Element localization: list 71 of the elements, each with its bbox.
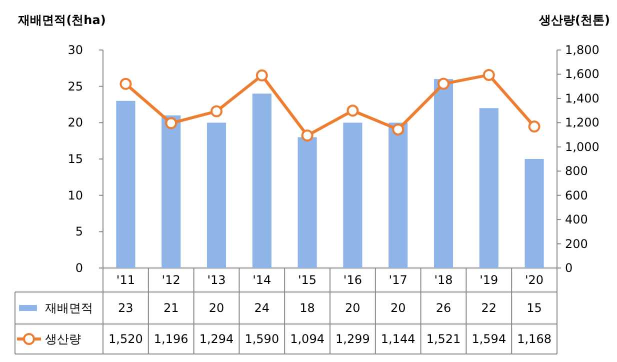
data-label: 24	[254, 301, 270, 315]
y-tick-label: 10	[68, 188, 83, 202]
legend-label: 생산량	[45, 332, 81, 346]
y2-tick-label: 1,400	[565, 91, 600, 106]
point	[256, 69, 268, 82]
y2-tick-label: 1,000	[565, 140, 600, 154]
y2-tick-label: 200	[565, 236, 588, 251]
bar	[524, 159, 544, 268]
point	[301, 130, 314, 142]
x-tick-label: '14	[252, 273, 272, 287]
x-tick-label: '12	[162, 273, 180, 287]
point	[482, 68, 495, 81]
data-label: 26	[436, 301, 452, 315]
bar	[479, 108, 498, 268]
data-label: 22	[481, 301, 497, 315]
y-tick-label: 5	[75, 224, 83, 239]
point	[528, 120, 540, 133]
y-tick-label: 15	[68, 152, 83, 166]
bar	[343, 122, 362, 268]
data-label: 1,196	[154, 332, 188, 346]
y-tick-label: 30	[68, 43, 83, 57]
bar	[388, 122, 408, 268]
data-label: 1,594	[472, 332, 506, 346]
y-tick-label: 20	[68, 116, 83, 130]
y2-tick-label: 1,200	[565, 116, 600, 130]
point	[120, 78, 132, 90]
point	[165, 117, 178, 130]
data-label: 23	[118, 301, 134, 315]
x-tick-label: '17	[388, 273, 408, 287]
legend-label: 재배면적	[45, 301, 93, 315]
bar	[206, 122, 226, 268]
y2-tick-label: 600	[565, 188, 588, 202]
x-tick-label: '11	[116, 273, 135, 287]
bar	[162, 115, 181, 268]
point	[438, 78, 450, 90]
data-label: 1,294	[199, 332, 234, 346]
data-label: 20	[208, 301, 224, 315]
y-tick-label: 0	[75, 261, 83, 275]
y2-tick-label: 400	[565, 212, 588, 227]
bar	[252, 94, 272, 268]
bar	[298, 137, 317, 268]
point	[392, 123, 404, 136]
data-label: 1,590	[244, 332, 280, 346]
data-label: 1,168	[517, 332, 552, 346]
data-label: 1,520	[108, 332, 143, 346]
bar	[434, 79, 454, 268]
point	[210, 105, 222, 118]
y2-tick-label: 1,800	[565, 43, 600, 57]
x-tick-label: '18	[434, 273, 453, 287]
data-label: 21	[163, 301, 179, 315]
data-label: 1,521	[426, 332, 461, 346]
y-axis-title: 재배면적(천ha)	[17, 13, 106, 27]
data-label: 1,299	[336, 332, 370, 346]
y2-tick-label: 800	[565, 164, 588, 178]
data-label: 1,094	[290, 332, 324, 346]
data-label: 15	[526, 301, 542, 315]
point	[346, 104, 359, 117]
y2-axis-title: 생산량(천톤)	[538, 13, 610, 27]
y2-tick-label: 1,600	[565, 67, 600, 82]
x-tick-label: '15	[298, 273, 317, 287]
data-label: 20	[390, 301, 406, 315]
data-label: 1,144	[380, 332, 416, 346]
bar	[116, 100, 136, 268]
x-tick-label: '20	[525, 273, 544, 287]
y2-tick-label: 0	[565, 261, 573, 275]
x-tick-label: '16	[343, 273, 362, 287]
y-tick-label: 25	[68, 79, 83, 94]
x-tick-label: '13	[207, 273, 226, 287]
data-label: 20	[345, 301, 360, 315]
data-label: 18	[300, 301, 315, 315]
x-tick-label: '19	[480, 273, 498, 287]
